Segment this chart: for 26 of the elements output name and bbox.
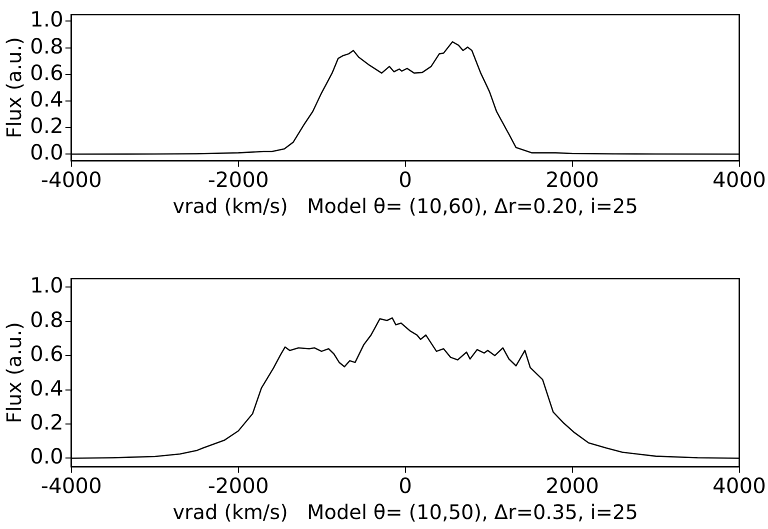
- x-tick-label: -4000: [40, 474, 102, 498]
- y-tick-label: 0.2: [30, 114, 64, 138]
- y-tick-label: 0.0: [30, 140, 64, 165]
- x-tick-label: -4000: [40, 168, 102, 192]
- y-tick-label: 0.0: [30, 444, 64, 469]
- x-tick-label: 4000: [712, 474, 766, 498]
- x-tick-label: 0: [398, 168, 412, 192]
- x-tick-label: 2000: [546, 474, 600, 498]
- y-tick-label: 0.4: [30, 376, 64, 400]
- x-tick-label: -2000: [208, 474, 269, 498]
- x-tick-label: -2000: [208, 168, 269, 192]
- y-axis-title: Flux (a.u.): [2, 322, 26, 424]
- y-tick-label: 0.8: [30, 34, 64, 58]
- y-tick-label: 0.4: [30, 87, 64, 112]
- y-tick-label: 0.6: [30, 60, 64, 85]
- y-tick-label: 0.2: [30, 410, 64, 434]
- y-tick-label: 1.0: [30, 274, 64, 298]
- y-tick-label: 0.8: [30, 308, 64, 332]
- x-tick-label: 2000: [546, 168, 600, 192]
- y-tick-label: 0.6: [30, 342, 64, 366]
- x-axis-title: vrad (km/s) Model θ= (10,60), Δr=0.20, i=25: [172, 194, 638, 218]
- x-axis-title: vrad (km/s) Model θ= (10,50), Δr=0.35, i=25: [172, 500, 638, 524]
- x-tick-label: 0: [398, 474, 412, 498]
- y-tick-label: 1.0: [30, 8, 64, 32]
- x-tick-label: 4000: [712, 168, 766, 192]
- y-axis-title: Flux (a.u.): [2, 37, 26, 138]
